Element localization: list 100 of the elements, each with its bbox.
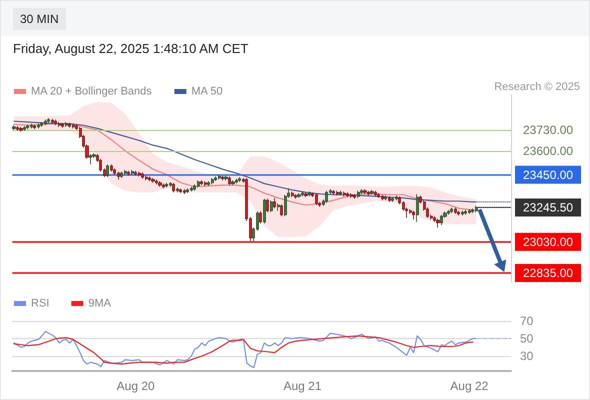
candlestick bbox=[224, 175, 228, 181]
candlestick bbox=[235, 178, 238, 184]
candlestick bbox=[377, 192, 380, 198]
candlestick bbox=[357, 190, 360, 198]
candlestick bbox=[12, 124, 16, 130]
candlestick bbox=[339, 190, 342, 196]
candlestick bbox=[200, 180, 203, 186]
candlestick bbox=[457, 210, 460, 216]
candlestick bbox=[450, 207, 453, 214]
candlestick bbox=[363, 188, 367, 194]
candlestick bbox=[436, 218, 440, 228]
candlestick bbox=[218, 174, 221, 180]
candlestick bbox=[47, 118, 50, 124]
candlestick bbox=[270, 200, 273, 213]
candlestick bbox=[304, 192, 308, 198]
candlestick bbox=[447, 210, 450, 216]
candlestick bbox=[106, 164, 109, 178]
candlestick bbox=[374, 190, 377, 197]
candlestick bbox=[211, 178, 214, 185]
candlestick bbox=[33, 124, 36, 130]
y-tick-label: 23600.00 bbox=[523, 144, 574, 158]
candlestick bbox=[72, 123, 75, 129]
candlestick bbox=[51, 118, 54, 124]
candlestick bbox=[124, 170, 127, 176]
candlestick bbox=[416, 194, 419, 222]
candlestick bbox=[26, 124, 29, 130]
candlestick bbox=[273, 198, 276, 209]
candlestick bbox=[259, 211, 262, 224]
candlestick bbox=[58, 122, 61, 128]
candlestick bbox=[145, 175, 148, 181]
candlestick bbox=[40, 122, 43, 128]
candlestick bbox=[454, 207, 457, 214]
candlestick bbox=[165, 182, 168, 188]
candlestick bbox=[325, 190, 328, 204]
candlestick bbox=[266, 198, 269, 213]
y-tick-label: 23245.50 bbox=[523, 200, 574, 214]
candlestick bbox=[315, 192, 318, 206]
candlestick bbox=[350, 192, 353, 198]
candlestick bbox=[461, 210, 464, 216]
candlestick bbox=[186, 188, 189, 194]
candlestick bbox=[120, 171, 123, 178]
candlestick bbox=[183, 188, 186, 194]
candlestick bbox=[176, 187, 179, 193]
candlestick bbox=[238, 176, 241, 182]
candlestick bbox=[141, 172, 144, 180]
candlestick bbox=[475, 206, 478, 213]
legend-label: 9MA bbox=[88, 298, 112, 310]
candlestick bbox=[343, 191, 346, 197]
candlestick bbox=[113, 168, 116, 176]
candlestick bbox=[277, 203, 280, 212]
candlestick bbox=[228, 176, 231, 186]
candlestick bbox=[169, 182, 172, 188]
candlestick bbox=[30, 123, 33, 129]
candlestick bbox=[179, 188, 182, 194]
y-tick-label: 23030.00 bbox=[523, 234, 574, 249]
candlestick bbox=[468, 208, 471, 214]
candlestick bbox=[155, 179, 158, 185]
candlestick bbox=[221, 175, 224, 181]
candlestick bbox=[158, 180, 162, 188]
candlestick bbox=[134, 170, 137, 176]
x-tick-label: Aug 22 bbox=[450, 379, 489, 394]
candlestick bbox=[263, 198, 266, 224]
x-tick-label: Aug 20 bbox=[116, 379, 156, 394]
candlestick bbox=[68, 122, 71, 128]
candlestick bbox=[207, 180, 210, 186]
candlestick bbox=[89, 154, 92, 165]
candlestick bbox=[336, 190, 339, 196]
candlestick bbox=[297, 192, 301, 198]
y-tick-label: 70 bbox=[520, 314, 534, 328]
candlestick bbox=[353, 194, 356, 200]
candlestick bbox=[332, 190, 335, 196]
candlestick bbox=[231, 180, 235, 186]
candlestick bbox=[388, 196, 391, 202]
candlestick bbox=[346, 192, 349, 198]
candlestick bbox=[471, 208, 474, 214]
candlestick bbox=[148, 176, 151, 182]
legend-label: MA 20 + Bollinger Bands bbox=[31, 86, 152, 98]
candlestick bbox=[19, 126, 23, 132]
candlestick bbox=[294, 194, 297, 200]
y-tick-label: 30 bbox=[520, 349, 534, 364]
y-tick-label: 23730.00 bbox=[523, 123, 574, 138]
candlestick bbox=[367, 190, 370, 196]
candlestick bbox=[360, 188, 363, 194]
candlestick bbox=[301, 191, 304, 197]
candlestick bbox=[151, 178, 155, 184]
candlestick bbox=[23, 126, 26, 132]
y-tick-label: 23450.00 bbox=[523, 168, 574, 182]
y-tick-label: 50 bbox=[520, 332, 534, 346]
candlestick bbox=[440, 214, 443, 226]
candlestick bbox=[44, 119, 47, 126]
candlestick bbox=[197, 180, 200, 188]
candlestick bbox=[138, 171, 141, 177]
candlestick bbox=[214, 176, 217, 182]
candlestick bbox=[464, 210, 467, 216]
candlestick bbox=[61, 122, 64, 128]
legend-label: RSI bbox=[31, 298, 50, 310]
candlestick bbox=[370, 190, 374, 196]
candlestick bbox=[65, 122, 68, 128]
candlestick bbox=[127, 170, 130, 176]
candlestick bbox=[16, 126, 19, 132]
